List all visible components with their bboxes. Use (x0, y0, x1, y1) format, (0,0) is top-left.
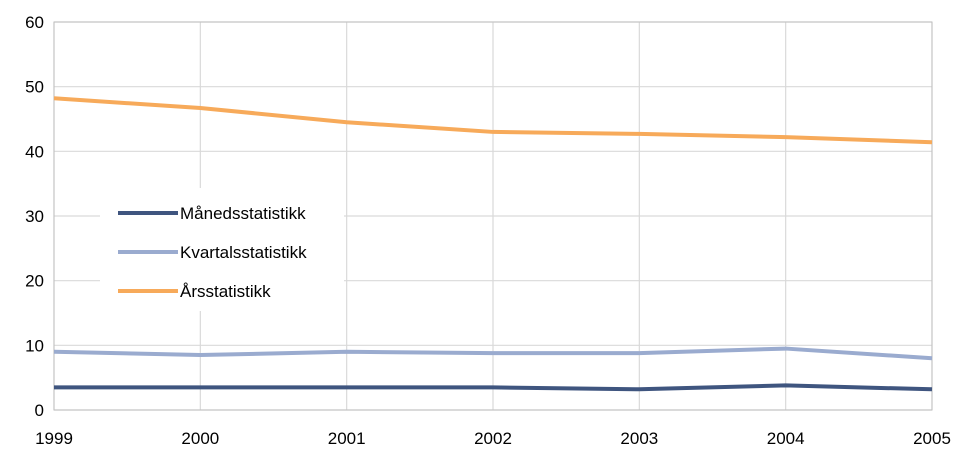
x-tick-label: 2003 (620, 429, 658, 448)
y-tick-label: 30 (25, 207, 44, 226)
legend-label: Månedsstatistikk (180, 204, 306, 223)
plot-area-border (53, 21, 933, 411)
series-line-1 (54, 383, 933, 392)
y-tick-label: 20 (25, 272, 44, 291)
x-tick-label: 2000 (181, 429, 219, 448)
legend-label: Årsstatistikk (180, 282, 271, 301)
y-tick-label: 10 (25, 336, 44, 355)
legend-label: Kvartalsstatistikk (180, 243, 307, 262)
x-tick-label: 2004 (767, 429, 805, 448)
y-tick-label: 0 (35, 401, 44, 420)
x-tick-label: 2005 (913, 429, 951, 448)
x-tick-label: 2001 (328, 429, 366, 448)
x-tick-label: 2002 (474, 429, 512, 448)
y-axis-tick-labels: 0 10 20 30 40 50 60 (25, 13, 44, 420)
legend: Månedsstatistikk Kvartalsstatistikk Årssta… (100, 188, 344, 311)
x-axis-tick-labels: 1999 2000 2001 2002 2003 2004 2005 (35, 429, 951, 448)
y-tick-label: 60 (25, 13, 44, 32)
y-tick-label: 50 (25, 78, 44, 97)
series-line-2 (53, 346, 933, 361)
y-tick-label: 40 (25, 142, 44, 161)
series-lines (53, 96, 933, 392)
series-line-3 (53, 96, 933, 145)
x-tick-label: 1999 (35, 429, 73, 448)
